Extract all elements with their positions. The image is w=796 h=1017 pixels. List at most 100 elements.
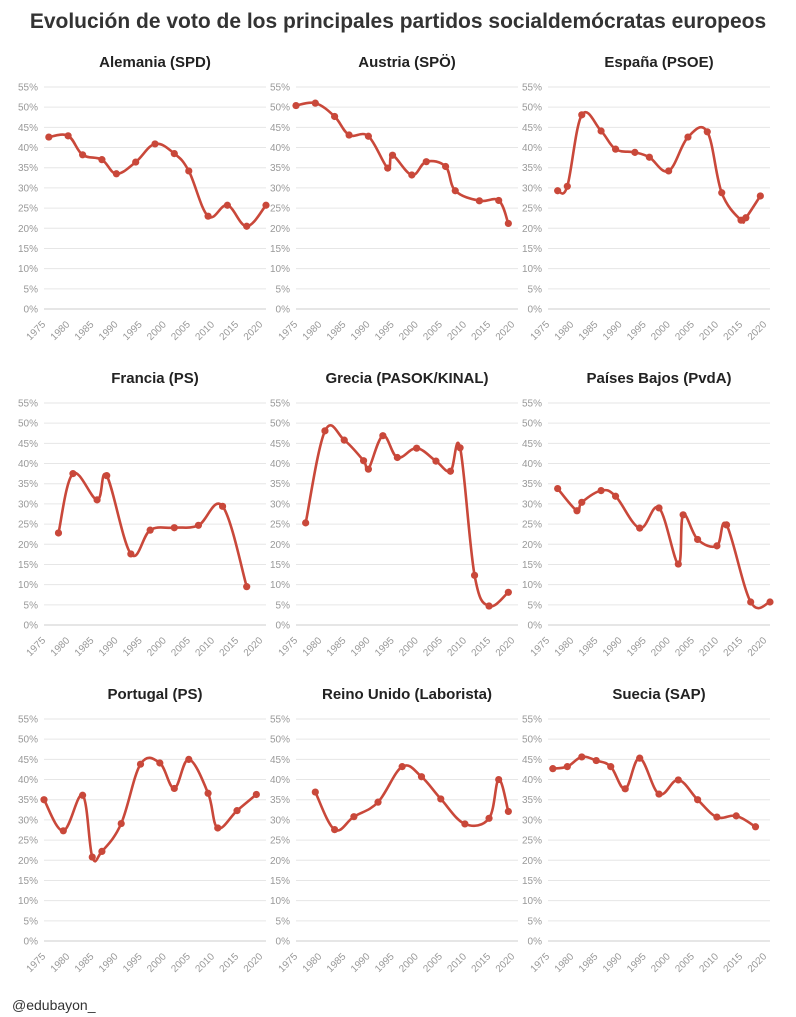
x-tick-label: 2005: [421, 319, 445, 343]
y-tick-label: 40%: [270, 143, 290, 154]
x-tick-label: 2005: [673, 951, 697, 975]
y-tick-label: 20%: [522, 540, 542, 551]
y-tick-label: 10%: [270, 580, 290, 591]
data-point: [243, 222, 251, 230]
panel-6: Países Bajos (PvdA) 0% 5% 10% 15% 20% 25% 30% 35…: [522, 370, 774, 659]
data-point: [713, 813, 721, 821]
x-tick-label: 2005: [421, 635, 445, 659]
y-tick-label: 10%: [18, 264, 38, 275]
y-tick-label: 45%: [522, 439, 542, 450]
x-tick-label: 2000: [397, 635, 421, 659]
data-point: [132, 158, 140, 166]
y-tick-label: 20%: [18, 856, 38, 867]
y-tick-label: 50%: [522, 103, 542, 114]
y-tick-label: 15%: [270, 244, 290, 255]
x-tick-label: 2005: [673, 635, 697, 659]
data-point: [233, 807, 241, 815]
data-point: [262, 201, 270, 209]
x-tick-label: 1980: [49, 951, 73, 975]
y-tick-label: 25%: [522, 204, 542, 215]
x-tick-label: 2015: [722, 635, 746, 659]
y-tick-label: 15%: [18, 560, 38, 571]
y-tick-label: 30%: [18, 183, 38, 194]
y-tick-label: 0%: [528, 937, 543, 948]
x-tick-label: 1990: [349, 951, 373, 975]
x-tick-label: 1985: [73, 635, 97, 659]
data-point: [495, 775, 503, 784]
y-tick-label: 55%: [270, 399, 290, 410]
y-tick-label: 15%: [522, 560, 542, 571]
data-point: [417, 773, 426, 781]
x-tick-label: 2020: [242, 951, 266, 975]
data-point: [432, 457, 440, 465]
data-point: [350, 813, 358, 821]
x-tick-label: 2010: [194, 319, 218, 343]
y-tick-label: 35%: [270, 479, 290, 490]
y-tick-label: 35%: [18, 163, 38, 174]
data-point: [611, 492, 620, 500]
data-point: [93, 496, 101, 504]
data-point: [185, 755, 193, 763]
x-tick-label: 2010: [446, 951, 470, 975]
x-tick-label: 2005: [169, 319, 193, 343]
x-tick-label: 1975: [529, 635, 553, 659]
x-tick-label: 2010: [698, 319, 722, 343]
data-point: [563, 182, 571, 190]
data-point: [621, 785, 629, 793]
x-tick-label: 1990: [349, 635, 373, 659]
y-tick-label: 50%: [270, 103, 290, 114]
series-line: [314, 764, 510, 832]
y-tick-label: 10%: [270, 264, 290, 275]
data-point: [117, 819, 125, 828]
y-tick-label: 0%: [528, 621, 543, 632]
data-point: [345, 131, 353, 139]
x-tick-label: 2015: [470, 951, 494, 975]
y-tick-label: 5%: [24, 284, 39, 295]
panel-title: Reino Unido (Laborista): [322, 686, 492, 703]
data-point: [45, 133, 53, 141]
data-point: [170, 524, 178, 532]
data-point: [79, 791, 87, 799]
data-point: [379, 432, 387, 440]
data-point: [766, 598, 774, 606]
x-tick-label: 2015: [722, 319, 746, 343]
data-point: [136, 760, 145, 768]
panel-8: Reino Unido (Laborista) 0% 5% 10% 15% 20% 25% 3…: [270, 686, 518, 975]
y-tick-label: 15%: [522, 244, 542, 255]
x-tick-label: 2000: [145, 319, 169, 343]
series-line: [42, 756, 258, 863]
x-tick-label: 1985: [577, 319, 601, 343]
data-point: [756, 192, 764, 200]
y-tick-label: 35%: [522, 163, 542, 174]
x-tick-label: 2020: [494, 635, 518, 659]
y-tick-label: 10%: [18, 580, 38, 591]
y-tick-label: 50%: [270, 735, 290, 746]
data-point: [451, 187, 459, 195]
data-point: [112, 170, 120, 178]
y-tick-label: 25%: [270, 204, 290, 215]
x-tick-label: 2015: [722, 951, 746, 975]
data-point: [64, 132, 72, 140]
x-tick-label: 2015: [470, 319, 494, 343]
y-tick-label: 5%: [24, 916, 39, 927]
data-point: [408, 171, 416, 179]
data-point: [747, 598, 755, 606]
y-tick-label: 25%: [522, 520, 542, 531]
data-point: [422, 158, 430, 166]
y-tick-label: 45%: [522, 123, 542, 134]
x-tick-label: 1975: [277, 951, 301, 975]
data-point: [475, 197, 483, 205]
y-tick-label: 25%: [270, 836, 290, 847]
y-tick-label: 15%: [522, 876, 542, 887]
y-tick-label: 35%: [18, 479, 38, 490]
series-line: [294, 101, 510, 225]
data-point: [504, 807, 512, 816]
series-line: [304, 424, 510, 608]
x-tick-label: 2010: [698, 635, 722, 659]
x-tick-label: 1985: [577, 635, 601, 659]
panel-4: Francia (PS) 0% 5% 10% 15% 20% 25% 30% 35% 40% 45%…: [18, 370, 266, 659]
data-point: [146, 526, 154, 534]
y-tick-label: 40%: [18, 459, 38, 470]
main-title: Evolución de voto de los principales par…: [29, 10, 767, 33]
x-tick-label: 1990: [97, 319, 121, 343]
